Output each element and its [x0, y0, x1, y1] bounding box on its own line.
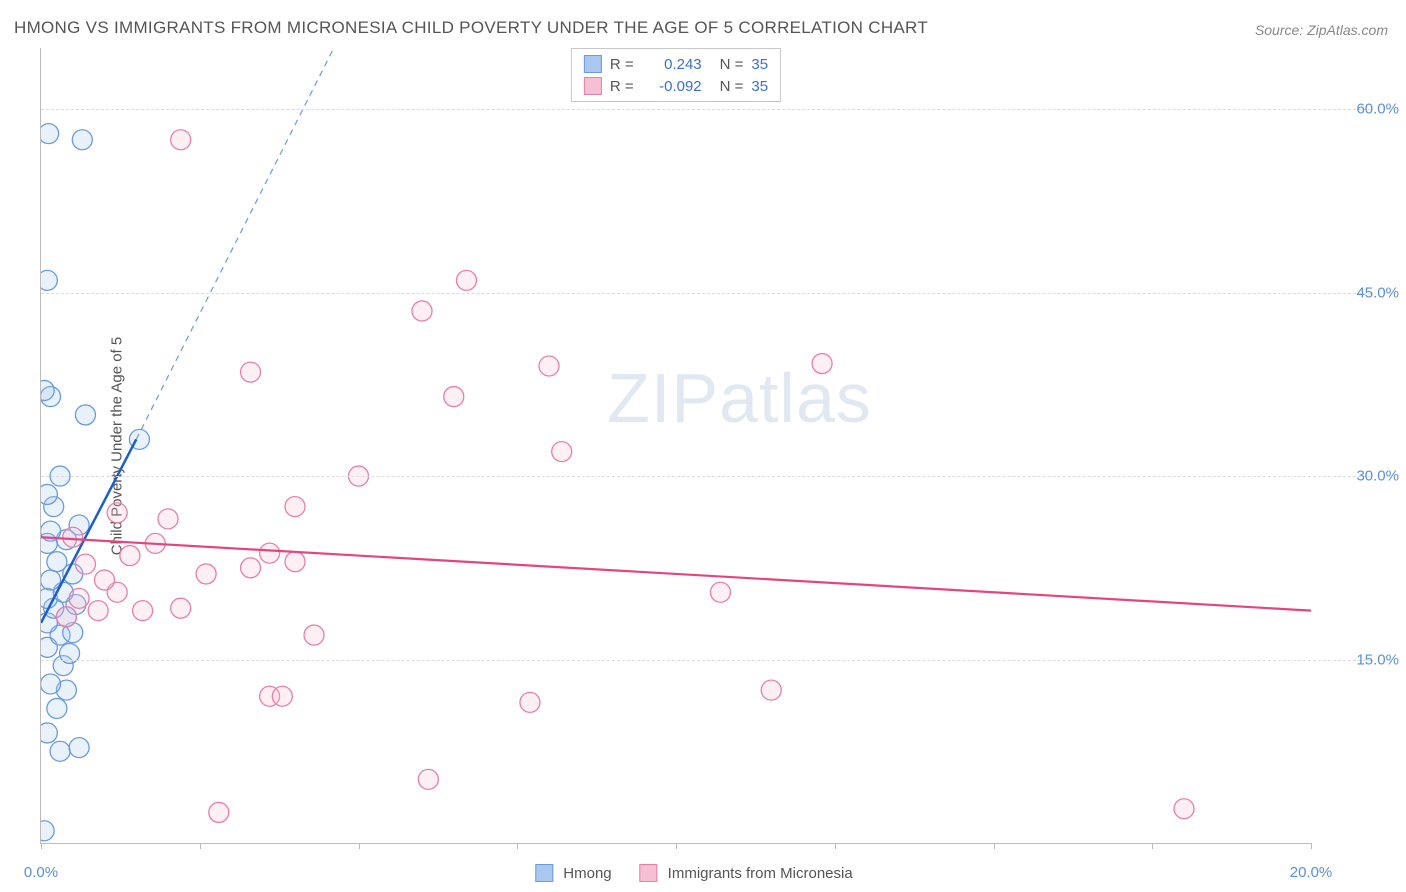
data-point	[444, 387, 464, 407]
data-point	[241, 558, 261, 578]
data-point	[552, 442, 572, 462]
data-point	[304, 625, 324, 645]
gridline-h	[41, 660, 1371, 661]
data-point	[196, 564, 216, 584]
data-point	[41, 484, 57, 504]
legend-series-label: Immigrants from Micronesia	[668, 865, 853, 882]
x-tick	[359, 843, 360, 849]
gridline-h	[41, 476, 1371, 477]
legend-r-label: R =	[610, 56, 634, 73]
data-point	[1174, 799, 1194, 819]
data-point	[260, 543, 280, 563]
data-point	[241, 362, 261, 382]
data-point	[63, 527, 83, 547]
data-point	[120, 546, 140, 566]
data-point	[47, 698, 67, 718]
gridline-h	[41, 109, 1371, 110]
data-point	[285, 552, 305, 572]
legend-series-label: Hmong	[563, 865, 611, 882]
chart-plot-area: R =0.243N =35R =-0.092N =35 ZIPatlas 15.…	[40, 48, 1311, 844]
data-point	[107, 503, 127, 523]
legend-r-label: R =	[610, 78, 634, 95]
data-point	[158, 509, 178, 529]
data-point	[72, 130, 92, 150]
x-tick-label: 0.0%	[24, 864, 58, 881]
data-point	[285, 497, 305, 517]
data-point	[209, 802, 229, 822]
data-point	[88, 601, 108, 621]
data-point	[456, 270, 476, 290]
x-tick	[1311, 843, 1312, 849]
gridline-h	[41, 293, 1371, 294]
data-point	[69, 738, 89, 758]
data-point	[41, 821, 54, 841]
data-point	[133, 601, 153, 621]
legend-n-label: N =	[720, 78, 744, 95]
data-point	[41, 674, 61, 694]
data-point	[520, 692, 540, 712]
data-point	[539, 356, 559, 376]
x-tick	[1152, 843, 1153, 849]
x-tick	[835, 843, 836, 849]
x-tick-label: 20.0%	[1290, 864, 1333, 881]
x-tick	[676, 843, 677, 849]
data-point	[710, 582, 730, 602]
legend-swatch	[584, 55, 602, 73]
data-point	[272, 686, 292, 706]
y-tick-label: 45.0%	[1356, 284, 1399, 301]
x-tick	[41, 843, 42, 849]
source-label: Source: ZipAtlas.com	[1255, 22, 1388, 38]
legend-n-value: 35	[751, 56, 768, 73]
data-point	[41, 723, 57, 743]
data-point	[761, 680, 781, 700]
y-tick-label: 15.0%	[1356, 651, 1399, 668]
data-point	[41, 270, 57, 290]
chart-title: HMONG VS IMMIGRANTS FROM MICRONESIA CHIL…	[14, 18, 928, 38]
x-tick	[994, 843, 995, 849]
legend-r-value: -0.092	[642, 78, 702, 95]
correlation-legend: R = 0.243 N = 35 R = -0.092 N = 35	[571, 48, 781, 102]
data-point	[171, 598, 191, 618]
legend-swatch	[535, 864, 553, 882]
legend-r-value: 0.243	[642, 56, 702, 73]
data-point	[69, 588, 89, 608]
y-tick-label: 30.0%	[1356, 468, 1399, 485]
legend-row: R = -0.092 N = 35	[584, 75, 768, 97]
y-tick-label: 60.0%	[1356, 101, 1399, 118]
x-tick	[517, 843, 518, 849]
data-point	[75, 405, 95, 425]
data-point	[171, 130, 191, 150]
data-point	[812, 354, 832, 374]
legend-swatch	[640, 864, 658, 882]
data-point	[50, 741, 70, 761]
legend-swatch	[584, 77, 602, 95]
data-point	[41, 570, 61, 590]
data-point	[41, 124, 59, 144]
series-legend: Hmong Immigrants from Micronesia	[535, 864, 870, 882]
data-point	[412, 301, 432, 321]
x-tick	[200, 843, 201, 849]
legend-row: R = 0.243 N = 35	[584, 53, 768, 75]
source-prefix: Source:	[1255, 22, 1307, 38]
data-point	[56, 607, 76, 627]
data-point	[47, 552, 67, 572]
data-point	[418, 769, 438, 789]
data-point	[41, 380, 54, 400]
data-point	[95, 570, 115, 590]
source-text: ZipAtlas.com	[1307, 22, 1388, 38]
legend-n-value: 35	[751, 78, 768, 95]
legend-n-label: N =	[720, 56, 744, 73]
trend-line	[41, 537, 1311, 610]
data-point	[75, 554, 95, 574]
plot-svg	[41, 48, 1311, 843]
